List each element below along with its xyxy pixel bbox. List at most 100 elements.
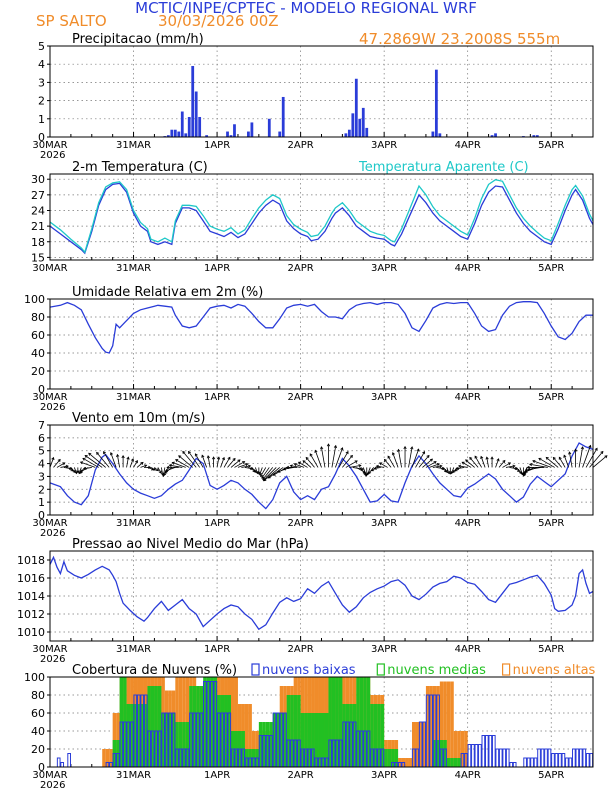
precip-title: Precipitacao (mm/h): [72, 32, 204, 47]
wind-vector: [429, 463, 440, 468]
wind-vector-head: [526, 465, 530, 470]
precip-bar: [431, 131, 435, 137]
temp-legend-label: Temperatura Aparente (C): [358, 160, 529, 175]
wind-vector-head: [563, 454, 567, 458]
wind-vector: [178, 455, 193, 468]
precip-bar: [358, 118, 362, 137]
temp-xtick-label: 4APR: [455, 263, 481, 274]
cloud-bar-low: [578, 748, 583, 768]
wind-vector-head: [211, 456, 216, 460]
cloud-bar-mid: [391, 749, 395, 767]
wind-vector-head: [135, 460, 138, 464]
wind-vector: [516, 467, 522, 474]
cloud-bar-mid: [432, 740, 437, 767]
wind-vector: [80, 461, 96, 468]
wind-year-label: 2026: [40, 528, 65, 539]
wind-vector-head: [373, 466, 377, 470]
cloud-bar-mid: [203, 677, 207, 767]
precip-xtick-label: 31MAR: [116, 140, 151, 151]
wind-vector: [88, 452, 106, 468]
pressure-xtick-label: 4APR: [455, 644, 481, 655]
wind-vector: [338, 451, 349, 468]
pressure-xtick-label: 3APR: [371, 644, 397, 655]
wind-vector-head: [51, 456, 55, 461]
wind-ytick-label: 5: [38, 445, 45, 458]
wind-vector-head: [188, 450, 191, 454]
cloud-bar-mid: [130, 704, 134, 767]
precip-bar: [187, 116, 191, 137]
wind-vector-head: [580, 446, 584, 450]
cloud-bar-low: [509, 762, 514, 768]
cloud-bar-mid: [331, 677, 336, 767]
wind-vector: [237, 463, 248, 468]
temp-series-line: [49, 179, 594, 254]
wind-vector: [234, 461, 245, 468]
wind-vector: [592, 455, 608, 468]
wind-vector-head: [502, 459, 506, 463]
cloud-bar-mid: [189, 686, 193, 767]
cloud-bar-low: [60, 762, 65, 768]
cloud-legend-label: nuvens altas: [513, 663, 596, 678]
wind-vector: [73, 467, 77, 474]
cloud-bar-low: [498, 748, 503, 768]
clouds-xtick-label: 5APR: [538, 770, 564, 781]
wind-vector-head: [461, 461, 465, 465]
cloud-bar-high: [415, 722, 419, 767]
wind-vector-head: [126, 456, 130, 460]
clouds-ytick-label: 60: [31, 707, 45, 720]
wind-vector-head: [158, 470, 162, 474]
cloud-bar-mid: [324, 713, 329, 767]
cloud-bar-mid: [338, 677, 343, 767]
wind-vector: [268, 467, 284, 479]
wind-vector: [465, 459, 475, 468]
pressure-title: Pressao ao Nivel Medio do Mar (hPa): [72, 537, 309, 552]
wind-vector: [49, 457, 54, 468]
cloud-legend-swatch: [502, 663, 511, 676]
precip-xtick-label: 1APR: [204, 140, 230, 151]
cloud-bar-mid: [453, 758, 458, 767]
wind-vector-head: [272, 472, 276, 476]
wind-vector: [60, 465, 69, 468]
precip-bar: [177, 131, 181, 137]
wind-vector: [84, 455, 103, 468]
cloud-bar-high: [446, 681, 451, 767]
cloud-bar-high: [412, 722, 416, 767]
wind-ytick-label: 3: [38, 470, 45, 483]
precip-bar: [166, 135, 170, 137]
cloud-bar-mid: [328, 677, 332, 767]
wind-vector: [251, 467, 257, 473]
rh-ytick-label: 40: [31, 347, 45, 360]
wind-series-line: [49, 442, 594, 510]
cloud-bar-mid: [283, 713, 287, 767]
wind-vector-head: [152, 467, 157, 471]
wind-vector-head: [436, 463, 440, 467]
wind-vector-head: [496, 458, 500, 462]
cloud-bar-mid: [373, 704, 378, 767]
wind-frame: [49, 424, 594, 516]
cloud-bar-mid: [265, 722, 270, 767]
cloud-bar-low: [551, 753, 555, 768]
cloud-bar-low: [575, 748, 580, 768]
wind-vector-head: [84, 455, 88, 458]
wind-vector-head: [545, 456, 549, 460]
cloud-bar-mid: [450, 758, 454, 767]
wind-vector: [359, 467, 366, 475]
wind-title: Vento em 10m (m/s): [72, 411, 205, 426]
pressure-ytick-label: 1012: [17, 608, 45, 621]
wind-vector-head: [588, 444, 592, 448]
wind-vector: [458, 465, 468, 468]
cloud-bar-low: [502, 748, 507, 768]
wind-vector: [532, 460, 552, 468]
cloud-bar-low: [561, 753, 566, 768]
wind-vector: [374, 467, 381, 469]
rh-xtick-label: 4APR: [455, 392, 481, 403]
clouds-ytick-label: 80: [31, 689, 45, 702]
wind-vector: [446, 467, 450, 474]
wind-ytick-label: 7: [38, 419, 45, 432]
cloud-bar-high: [457, 731, 461, 767]
cloud-bar-mid: [213, 677, 218, 767]
cloud-bar-mid: [366, 677, 371, 767]
wind-vector: [309, 453, 319, 468]
wind-ytick-label: 6: [38, 432, 45, 445]
